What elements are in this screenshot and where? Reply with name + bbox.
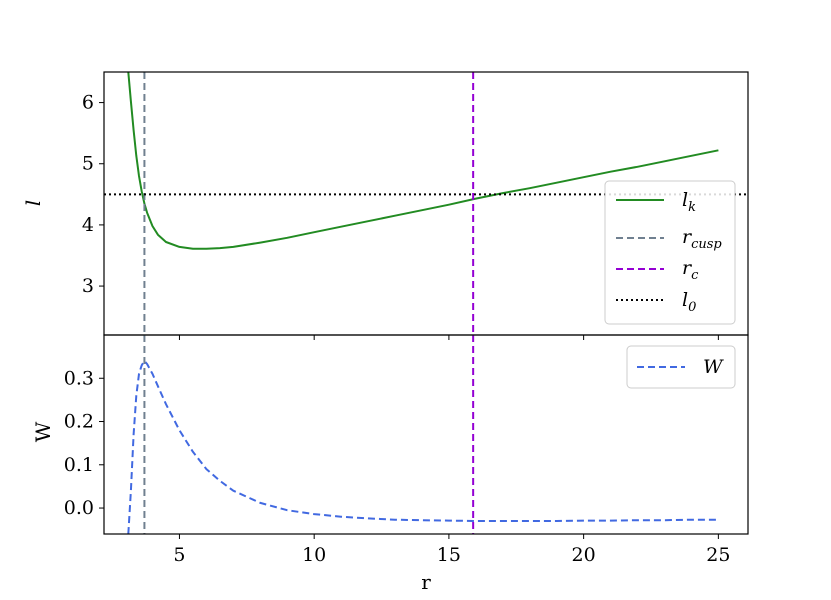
y-tick-label: 0.3 bbox=[64, 367, 94, 389]
bottom-legend: W bbox=[626, 345, 736, 389]
y-tick-label: 0.1 bbox=[64, 454, 94, 476]
x-tick-label: 5 bbox=[173, 544, 185, 566]
x-tick-label: 25 bbox=[706, 544, 730, 566]
bottom-x-ticks: 5 10 15 20 25 bbox=[173, 534, 730, 566]
top-panel: 3 4 5 6 l lk rcusp rc l0 bbox=[21, 71, 749, 340]
legend-label-w: W bbox=[703, 356, 724, 378]
series-w-line bbox=[127, 360, 719, 534]
top-legend: lk rcusp rc l0 bbox=[604, 180, 736, 325]
y-tick-label: 4 bbox=[82, 214, 94, 236]
top-legend-box bbox=[604, 180, 736, 325]
bottom-axes-frame bbox=[103, 334, 749, 535]
y-tick-label: 0.0 bbox=[64, 497, 94, 519]
top-y-ticks: 3 4 5 6 bbox=[82, 92, 719, 340]
y-tick-label: 6 bbox=[82, 92, 94, 114]
bottom-plot-area bbox=[127, 335, 719, 534]
y-tick-label: 0.2 bbox=[64, 411, 94, 433]
y-tick-label: 5 bbox=[82, 153, 94, 175]
x-tick-label: 15 bbox=[437, 544, 461, 566]
bottom-y-axis-label: W bbox=[31, 421, 55, 442]
series-l-k-line bbox=[127, 72, 719, 250]
x-tick-label: 20 bbox=[572, 544, 596, 566]
x-axis-label: r bbox=[421, 570, 431, 594]
bottom-panel: 0.0 0.1 0.2 0.3 5 10 15 20 25 W r W bbox=[31, 334, 749, 594]
y-tick-label: 3 bbox=[82, 275, 94, 297]
x-tick-label: 10 bbox=[302, 544, 326, 566]
bottom-y-ticks: 0.0 0.1 0.2 0.3 bbox=[64, 367, 104, 519]
top-y-axis-label: l bbox=[21, 200, 45, 206]
